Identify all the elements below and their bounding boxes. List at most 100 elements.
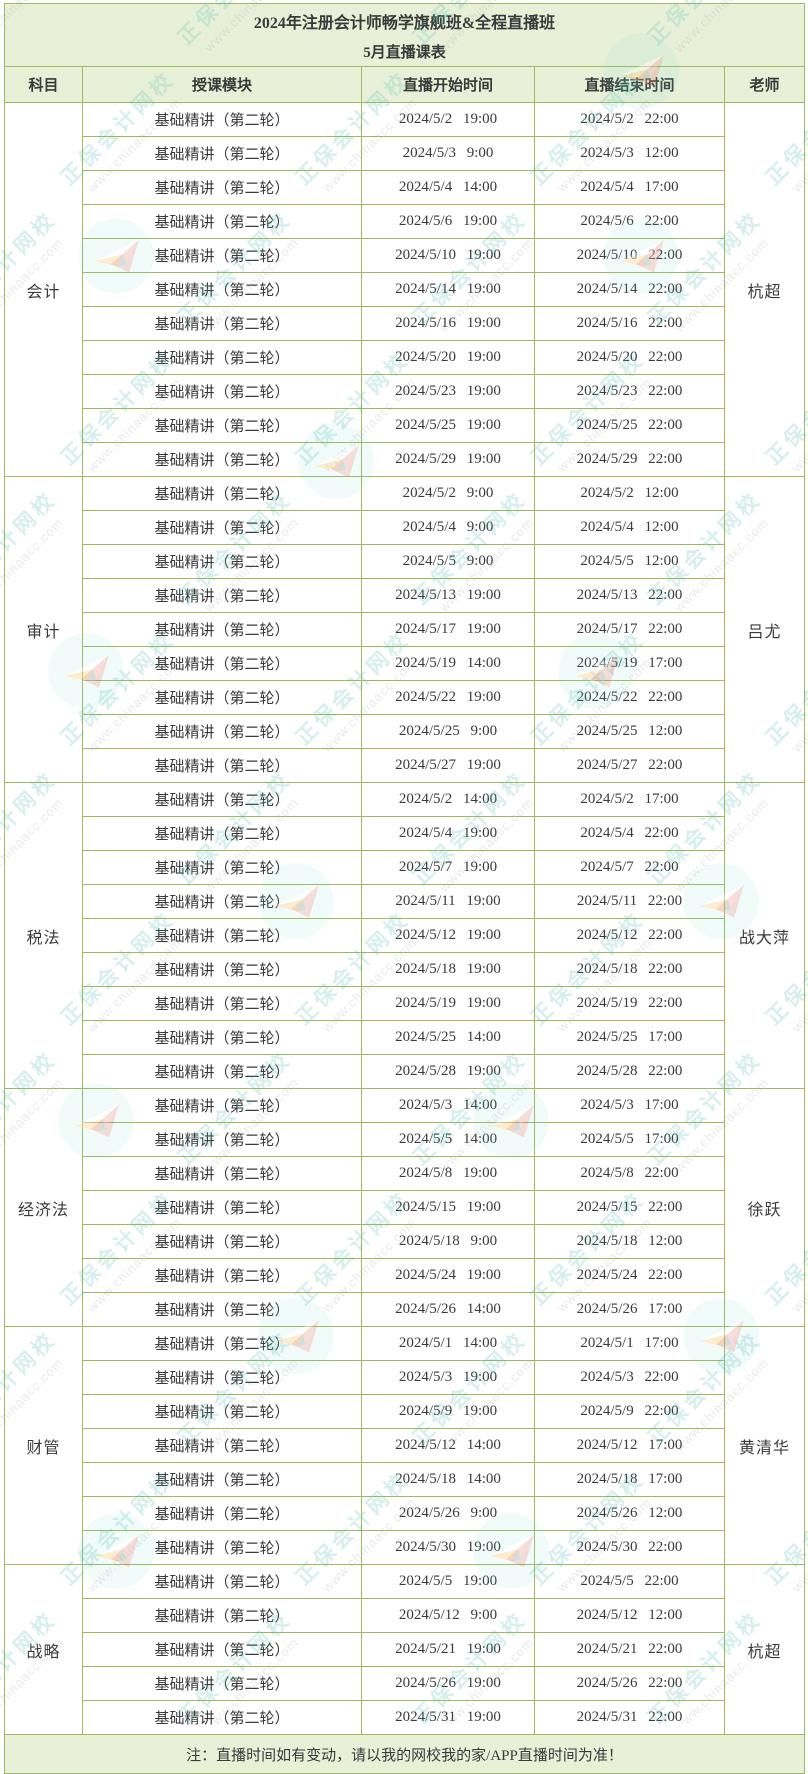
end-time-cell: 2024/5/4 22:00 (534, 816, 725, 851)
schedule-row: 基础精讲（第二轮） 2024/5/8 19:00 2024/5/8 22:00 (5, 1156, 805, 1191)
end-time-cell: 2024/5/25 17:00 (534, 1020, 725, 1055)
title-cell: 2024年注册会计师畅学旗舰班&全程直播班 5月直播课表 (4, 3, 805, 67)
schedule-row: 基础精讲（第二轮） 2024/5/27 19:00 2024/5/27 22:00 (5, 748, 805, 783)
module-cell: 基础精讲（第二轮） (82, 1190, 362, 1225)
module-cell: 基础精讲（第二轮） (82, 1632, 362, 1667)
start-time-cell: 2024/5/5 19:00 (361, 1564, 535, 1599)
end-time-cell: 2024/5/5 17:00 (534, 1122, 725, 1157)
module-cell: 基础精讲（第二轮） (82, 714, 362, 749)
module-cell: 基础精讲（第二轮） (82, 1122, 362, 1157)
column-header-start: 直播开始时间 (361, 66, 535, 103)
end-time-cell: 2024/5/25 22:00 (534, 408, 725, 443)
schedule-row: 基础精讲（第二轮） 2024/5/10 19:00 2024/5/10 22:00 (5, 238, 805, 273)
teacher-cell: 吕尤 (724, 476, 805, 783)
teacher-cell: 黄清华 (724, 1326, 805, 1565)
schedule-row: 基础精讲（第二轮） 2024/5/14 19:00 2024/5/14 22:00 (5, 272, 805, 307)
schedule-row: 基础精讲（第二轮） 2024/5/25 9:00 2024/5/25 12:00 (5, 714, 805, 749)
start-time-cell: 2024/5/25 19:00 (361, 408, 535, 443)
module-cell: 基础精讲（第二轮） (82, 374, 362, 409)
module-cell: 基础精讲（第二轮） (82, 1598, 362, 1633)
schedule-row: 基础精讲（第二轮） 2024/5/16 19:00 2024/5/16 22:00 (5, 306, 805, 341)
start-time-cell: 2024/5/19 19:00 (361, 986, 535, 1021)
teacher-cell: 徐跃 (724, 1088, 805, 1327)
module-cell: 基础精讲（第二轮） (82, 1258, 362, 1293)
module-cell: 基础精讲（第二轮） (82, 1088, 362, 1123)
start-time-cell: 2024/5/10 19:00 (361, 238, 535, 273)
subject-cell: 会计 (4, 102, 83, 477)
schedule-row: 经济法 基础精讲（第二轮） 2024/5/3 14:00 2024/5/3 17:00… (4, 1088, 805, 1327)
start-time-cell: 2024/5/16 19:00 (361, 306, 535, 341)
schedule-row: 基础精讲（第二轮） 2024/5/23 19:00 2024/5/23 22:00 (5, 374, 805, 409)
end-time-cell: 2024/5/19 22:00 (534, 986, 725, 1021)
column-header-module: 授课模块 (82, 66, 362, 103)
column-header-end: 直播结束时间 (534, 66, 725, 103)
end-time-cell: 2024/5/20 22:00 (534, 340, 725, 375)
schedule-row: 基础精讲（第二轮） 2024/5/15 19:00 2024/5/15 22:00 (5, 1190, 805, 1225)
end-time-cell: 2024/5/18 22:00 (534, 952, 725, 987)
module-cell: 基础精讲（第二轮） (82, 884, 362, 919)
end-time-cell: 2024/5/4 12:00 (534, 510, 725, 545)
start-time-cell: 2024/5/7 19:00 (361, 850, 535, 885)
end-time-cell: 2024/5/26 22:00 (534, 1666, 725, 1701)
schedule-body: 会计 基础精讲（第二轮） 2024/5/2 19:00 2024/5/2 22:00 杭… (4, 102, 805, 1735)
start-time-cell: 2024/5/2 14:00 (361, 782, 535, 817)
schedule-row: 基础精讲（第二轮） 2024/5/3 9:00 2024/5/3 12:00 (5, 136, 805, 171)
start-time-cell: 2024/5/15 19:00 (361, 1190, 535, 1225)
teacher-cell: 杭超 (724, 1564, 805, 1735)
start-time-cell: 2024/5/20 19:00 (361, 340, 535, 375)
start-time-cell: 2024/5/19 14:00 (361, 646, 535, 681)
end-time-cell: 2024/5/7 22:00 (534, 850, 725, 885)
module-cell: 基础精讲（第二轮） (82, 918, 362, 953)
subject-cell: 战略 (4, 1564, 83, 1735)
start-time-cell: 2024/5/5 9:00 (361, 544, 535, 579)
end-time-cell: 2024/5/5 12:00 (534, 544, 725, 579)
end-time-cell: 2024/5/14 22:00 (534, 272, 725, 307)
end-time-cell: 2024/5/22 22:00 (534, 680, 725, 715)
schedule-row: 基础精讲（第二轮） 2024/5/26 14:00 2024/5/26 17:00 (5, 1292, 805, 1327)
start-time-cell: 2024/5/26 14:00 (361, 1292, 535, 1327)
schedule-row: 基础精讲（第二轮） 2024/5/22 19:00 2024/5/22 22:00 (5, 680, 805, 715)
schedule-row: 基础精讲（第二轮） 2024/5/31 19:00 2024/5/31 22:00 (5, 1700, 805, 1735)
start-time-cell: 2024/5/18 9:00 (361, 1224, 535, 1259)
page-subtitle: 5月直播课表 (363, 44, 446, 61)
start-time-cell: 2024/5/4 14:00 (361, 170, 535, 205)
header-row: 科目 授课模块 直播开始时间 直播结束时间 老师 (4, 66, 805, 103)
module-cell: 基础精讲（第二轮） (82, 748, 362, 783)
start-time-cell: 2024/5/1 14:00 (361, 1326, 535, 1361)
end-time-cell: 2024/5/5 22:00 (534, 1564, 725, 1599)
start-time-cell: 2024/5/18 14:00 (361, 1462, 535, 1497)
module-cell: 基础精讲（第二轮） (82, 102, 362, 137)
start-time-cell: 2024/5/27 19:00 (361, 748, 535, 783)
end-time-cell: 2024/5/9 22:00 (534, 1394, 725, 1429)
end-time-cell: 2024/5/18 12:00 (534, 1224, 725, 1259)
schedule-row: 基础精讲（第二轮） 2024/5/13 19:00 2024/5/13 22:00 (5, 578, 805, 613)
schedule-row: 审计 基础精讲（第二轮） 2024/5/2 9:00 2024/5/2 12:00 吕尤 (4, 476, 805, 783)
schedule-table: 2024年注册会计师畅学旗舰班&全程直播班 5月直播课表 科目 授课模块 直播开… (4, 3, 805, 1774)
module-cell: 基础精讲（第二轮） (82, 578, 362, 613)
start-time-cell: 2024/5/26 9:00 (361, 1496, 535, 1531)
start-time-cell: 2024/5/11 19:00 (361, 884, 535, 919)
end-time-cell: 2024/5/25 12:00 (534, 714, 725, 749)
module-cell: 基础精讲（第二轮） (82, 1394, 362, 1429)
module-cell: 基础精讲（第二轮） (82, 1700, 362, 1735)
module-cell: 基础精讲（第二轮） (82, 170, 362, 205)
column-header-teacher: 老师 (724, 66, 805, 103)
end-time-cell: 2024/5/23 22:00 (534, 374, 725, 409)
end-time-cell: 2024/5/30 22:00 (534, 1530, 725, 1565)
schedule-row: 基础精讲（第二轮） 2024/5/7 19:00 2024/5/7 22:00 (5, 850, 805, 885)
end-time-cell: 2024/5/26 12:00 (534, 1496, 725, 1531)
module-cell: 基础精讲（第二轮） (82, 1292, 362, 1327)
schedule-row: 基础精讲（第二轮） 2024/5/26 19:00 2024/5/26 22:00 (5, 1666, 805, 1701)
end-time-cell: 2024/5/12 12:00 (534, 1598, 725, 1633)
subject-cell: 审计 (4, 476, 83, 783)
schedule-row: 基础精讲（第二轮） 2024/5/5 9:00 2024/5/5 12:00 (5, 544, 805, 579)
module-cell: 基础精讲（第二轮） (82, 782, 362, 817)
schedule-row: 基础精讲（第二轮） 2024/5/5 14:00 2024/5/5 17:00 (5, 1122, 805, 1157)
module-cell: 基础精讲（第二轮） (82, 646, 362, 681)
module-cell: 基础精讲（第二轮） (82, 136, 362, 171)
start-time-cell: 2024/5/17 19:00 (361, 612, 535, 647)
module-cell: 基础精讲（第二轮） (82, 1020, 362, 1055)
schedule-row: 基础精讲（第二轮） 2024/5/29 19:00 2024/5/29 22:00 (5, 442, 805, 477)
end-time-cell: 2024/5/2 22:00 (534, 102, 725, 137)
subject-cell: 税法 (4, 782, 83, 1089)
